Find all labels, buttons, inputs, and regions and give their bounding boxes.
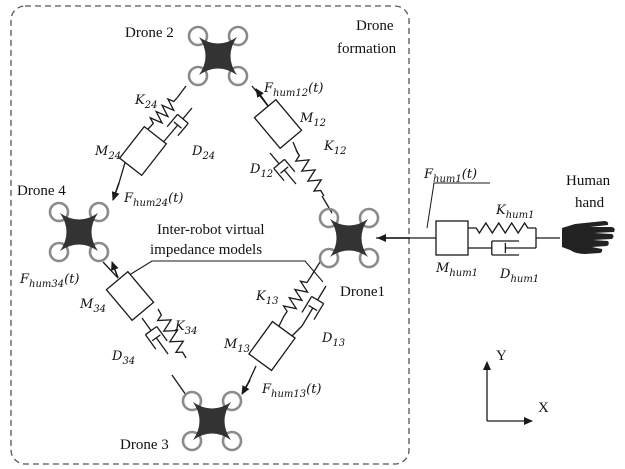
drones [48,25,380,452]
mass-m24 [118,125,168,177]
drone-2-icon [187,25,249,87]
label-f-hum1: Fhum1(t) [423,167,477,185]
damper-d12 [269,152,297,185]
damper-d13 [301,285,327,327]
drone-3-icon [181,390,243,452]
label-m-13: M13 [223,337,250,355]
drone-4-icon [48,201,110,263]
label-d-hum1: Dhum1 [499,267,539,285]
damper-dhum1 [468,240,536,256]
rotor-icon [358,207,380,229]
rotor-icon [187,65,209,87]
rotor-icon [358,247,380,269]
label-d-12: D12 [249,162,273,180]
link-line [171,374,187,396]
label-d-34: D34 [111,349,135,367]
inter-robot-leader [117,260,324,283]
spring-khum1 [468,221,536,235]
rotor-icon [181,390,203,412]
label-f-hum13: Fhum13(t) [261,382,322,400]
impedance-elements [105,97,536,372]
spring-k24 [148,97,178,128]
force-arrow-hum12 [255,88,269,107]
axes-icon [483,361,533,425]
spring-k34 [156,308,187,359]
spring-k12 [294,149,325,197]
drone-formation-label-2: formation [337,41,397,57]
label-k-hum1: Khum1 [495,203,534,221]
rotor-icon [318,207,340,229]
label-m-hum1: Mhum1 [435,261,478,279]
drone-body-icon [199,37,237,75]
math-labels: Fhum12(t) K24 M24 D24 Fhum24(t) M12 K12 D12 Fhum… [19,81,539,400]
rotor-icon [88,241,110,263]
force-arrow-hum13 [241,379,251,395]
label-d-24: D24 [191,144,215,162]
rotor-icon [227,65,249,87]
mass-mhum1 [435,220,469,256]
drone-1-label: Drone1 [340,284,385,300]
rotor-icon [187,25,209,47]
drone-formation-label-1: Drone [356,18,394,34]
mass-m12 [253,98,303,150]
human-label-2: hand [575,195,605,211]
rotor-icon [48,241,70,263]
label-k-13: K13 [255,289,278,307]
link-line [309,261,321,279]
force-arrow-hum24 [111,182,120,201]
axis-x-label: X [538,400,549,416]
rotor-icon [221,430,243,452]
rotor-icon [318,247,340,269]
rotor-icon [181,430,203,452]
axis-y-label: Y [496,348,507,364]
human-label-1: Human [566,173,611,189]
label-f-hum34: Fhum34(t) [19,272,80,290]
force-arrow-hum34 [111,261,119,279]
human-force-leader [426,182,490,229]
damper-d34 [141,317,169,355]
rotor-icon [88,201,110,223]
drone-1-icon [318,207,380,269]
spring-k13 [282,277,311,317]
link-line [176,85,187,99]
label-k-12: K12 [323,139,346,157]
formation-boundary [10,5,410,465]
inter-robot-label-2: impedance models [150,242,262,258]
label-m-12: M12 [299,111,326,129]
drone-body-icon [330,219,368,257]
label-m-34: M34 [79,297,106,315]
hand-icon [562,221,615,254]
rotor-icon [221,390,243,412]
label-k-24: K24 [134,93,157,111]
drone-3-label: Drone 3 [120,437,169,453]
link-line [291,325,303,337]
label-f-hum12: Fhum12(t) [263,81,324,99]
link-line [102,261,119,279]
force-arrows [111,88,410,395]
rotor-icon [48,201,70,223]
drone-2-label: Drone 2 [125,25,174,41]
label-f-hum24: Fhum24(t) [123,191,184,209]
label-m-24: M24 [94,144,121,162]
label-d-13: D13 [321,331,345,349]
drone-4-label: Drone 4 [17,183,66,199]
damper-d24 [165,107,193,140]
rotor-icon [227,25,249,47]
mass-m34 [105,270,155,322]
drone-body-icon [60,213,98,251]
drone-body-icon [193,402,231,440]
label-k-34: K34 [174,319,197,337]
mass-m13 [248,320,296,372]
inter-robot-label-1: Inter-robot virtual [157,222,265,238]
